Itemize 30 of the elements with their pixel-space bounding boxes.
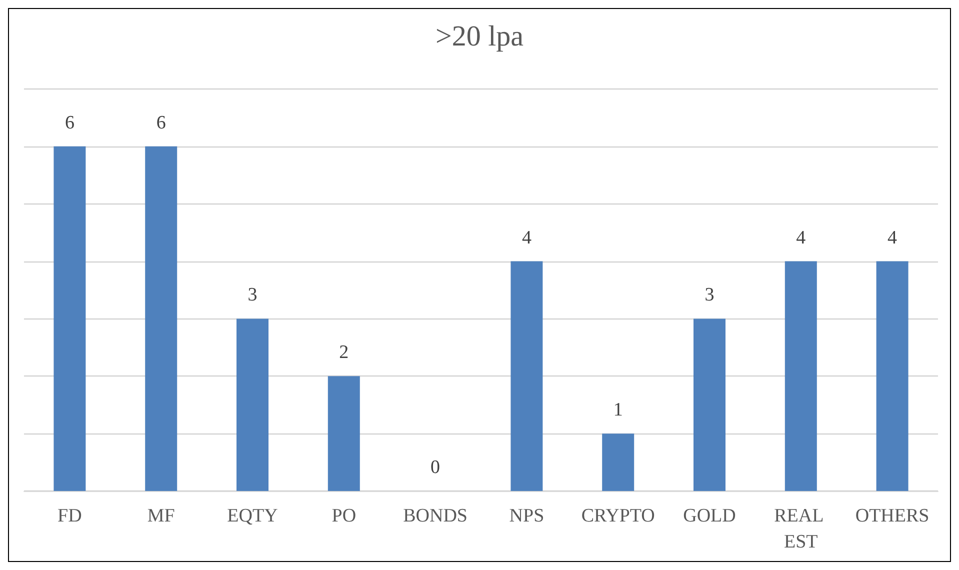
x-tick-label: CRYPTO — [581, 506, 655, 526]
bar — [145, 146, 178, 491]
bar — [328, 376, 360, 491]
x-tick-label: PO — [332, 506, 356, 526]
data-label: 6 — [156, 112, 166, 134]
data-label: 3 — [248, 284, 258, 306]
bar — [236, 318, 268, 491]
data-label: 4 — [796, 227, 806, 248]
x-tick-label: NPS — [509, 506, 544, 526]
bar — [784, 261, 817, 491]
x-tick-label: GOLD — [683, 506, 736, 526]
x-tick-label: OTHERS — [855, 506, 930, 526]
data-label: 2 — [339, 342, 349, 364]
chart-title: >20 lpa — [435, 20, 524, 52]
data-label: 3 — [704, 284, 714, 306]
data-label: 4 — [522, 227, 532, 248]
data-label: 6 — [64, 112, 74, 134]
x-tick-label: BONDS — [403, 506, 468, 526]
bar — [510, 261, 543, 491]
x-tick-label: REAL EST — [774, 506, 828, 552]
x-tick-label: MF — [147, 506, 175, 526]
bar — [694, 318, 726, 491]
bar — [54, 146, 86, 491]
data-label: 0 — [430, 457, 440, 478]
x-tick-label: EQTY — [227, 506, 278, 526]
x-tick-label: FD — [58, 506, 82, 526]
bar — [876, 261, 908, 491]
data-label: 4 — [888, 227, 898, 248]
data-label: 1 — [613, 400, 623, 421]
bar — [602, 434, 634, 491]
